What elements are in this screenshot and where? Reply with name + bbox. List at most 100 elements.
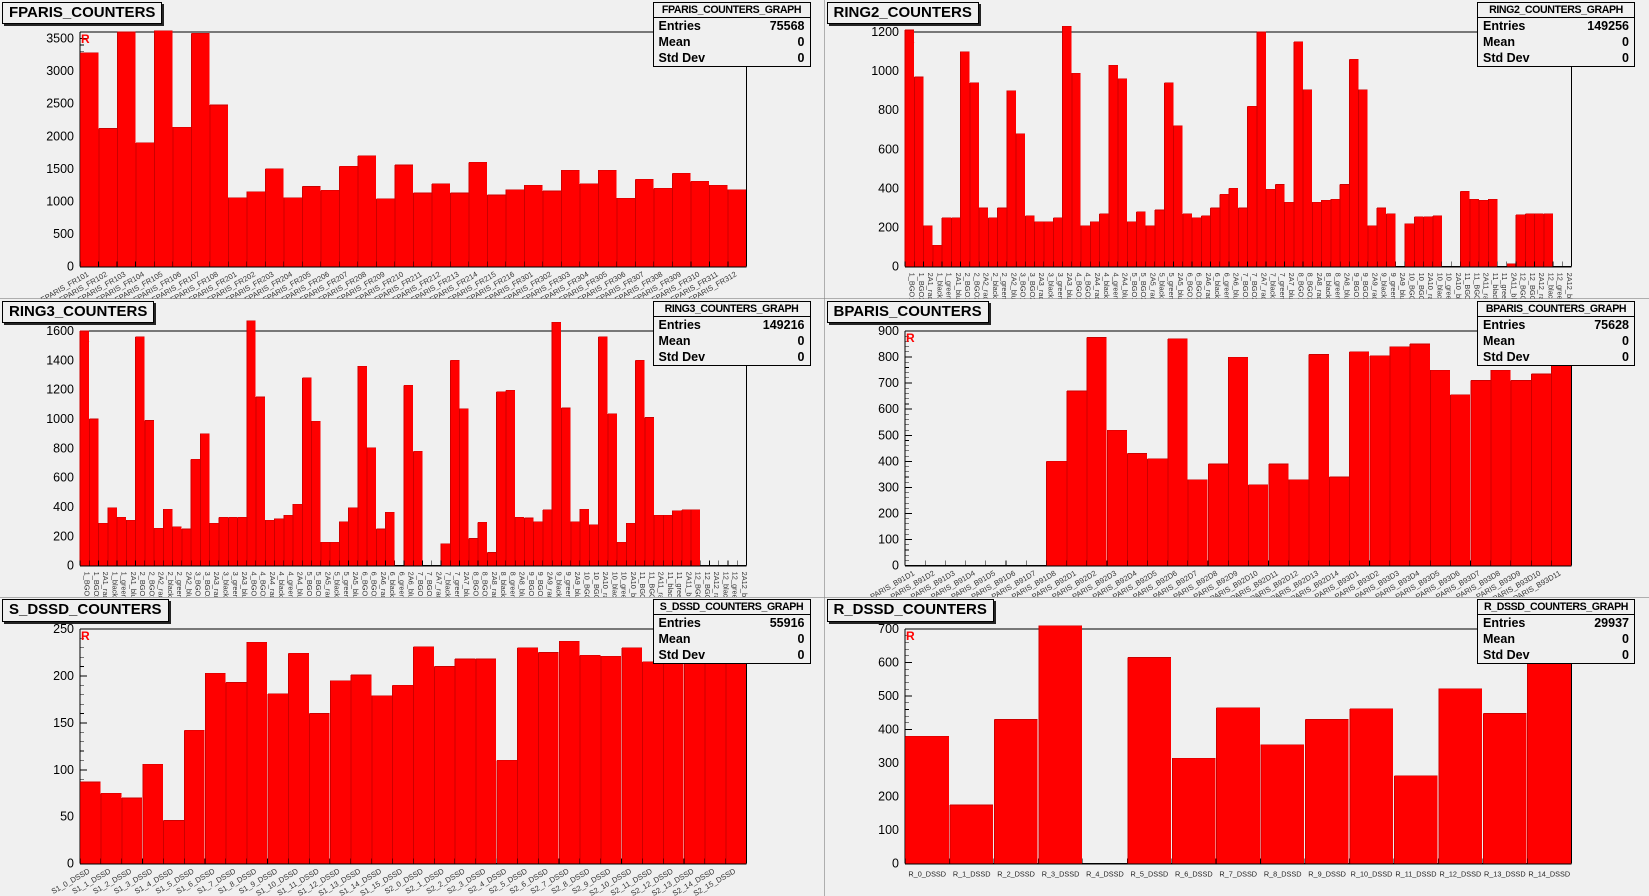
svg-text:1_black: 1_black: [110, 571, 119, 597]
svg-text:2A1_rad: 2A1_rad: [101, 571, 110, 597]
svg-text:2A5_rad: 2A5_rad: [323, 571, 332, 597]
svg-text:600: 600: [878, 402, 899, 416]
svg-text:R_4_DSSD: R_4_DSSD: [1086, 870, 1124, 879]
svg-text:5_BGO1: 5_BGO1: [1129, 273, 1138, 299]
svg-text:8_BGO1: 8_BGO1: [471, 571, 480, 597]
svg-text:100: 100: [878, 532, 899, 546]
svg-text:2A10_blue: 2A10_blue: [1453, 273, 1462, 299]
svg-text:9_BGO1: 9_BGO1: [527, 571, 536, 597]
svg-text:0: 0: [892, 558, 899, 572]
svg-text:4_BGO1: 4_BGO1: [1074, 273, 1083, 299]
svg-text:12_BGO1: 12_BGO1: [1518, 273, 1527, 299]
svg-text:R_7_DSSD: R_7_DSSD: [1219, 870, 1257, 879]
svg-text:3000: 3000: [46, 64, 74, 78]
svg-text:2A9_blue: 2A9_blue: [573, 571, 582, 597]
svg-text:3_black: 3_black: [221, 571, 230, 597]
svg-text:R: R: [906, 32, 915, 46]
svg-text:4_BGO2: 4_BGO2: [259, 571, 268, 597]
svg-text:R: R: [81, 629, 90, 643]
svg-text:R_9_DSSD: R_9_DSSD: [1308, 870, 1346, 879]
svg-text:R_13_DSSD: R_13_DSSD: [1483, 870, 1525, 879]
svg-text:2A12_rad: 2A12_rad: [712, 571, 721, 597]
svg-text:1400: 1400: [46, 353, 74, 367]
svg-text:5_black: 5_black: [1157, 273, 1166, 299]
svg-text:400: 400: [53, 500, 74, 514]
svg-text:7_BGO1: 7_BGO1: [1240, 273, 1249, 299]
svg-text:3_BGO1: 3_BGO1: [1018, 273, 1027, 299]
svg-text:R_12_DSSD: R_12_DSSD: [1439, 870, 1481, 879]
svg-text:R_3_DSSD: R_3_DSSD: [1041, 870, 1079, 879]
svg-text:1_BGO2: 1_BGO2: [92, 571, 101, 597]
svg-text:0: 0: [892, 260, 899, 274]
svg-text:10_green: 10_green: [1444, 273, 1453, 299]
svg-text:0: 0: [67, 558, 74, 572]
svg-text:R_11_DSSD: R_11_DSSD: [1395, 870, 1436, 879]
svg-text:2A3_rad: 2A3_rad: [1037, 273, 1046, 299]
svg-text:250: 250: [53, 622, 74, 636]
svg-text:400: 400: [878, 723, 899, 737]
svg-text:1_green: 1_green: [120, 571, 129, 597]
svg-text:7_black: 7_black: [1268, 273, 1277, 299]
svg-text:2A11_blue: 2A11_blue: [684, 571, 693, 597]
svg-text:200: 200: [53, 529, 74, 543]
svg-text:800: 800: [53, 441, 74, 455]
svg-text:200: 200: [878, 221, 899, 235]
svg-text:9_BGO2: 9_BGO2: [536, 571, 545, 597]
svg-text:400: 400: [878, 181, 899, 195]
svg-text:10_BGO2: 10_BGO2: [1416, 273, 1425, 299]
svg-text:9_green: 9_green: [1388, 273, 1397, 299]
svg-text:9_black: 9_black: [555, 571, 564, 597]
svg-text:8_BGO2: 8_BGO2: [481, 571, 490, 597]
svg-text:6_green: 6_green: [397, 571, 406, 597]
svg-text:7_BGO2: 7_BGO2: [1250, 273, 1259, 299]
svg-text:3_green: 3_green: [1055, 273, 1064, 299]
svg-text:2A10_blue: 2A10_blue: [629, 571, 638, 597]
svg-text:10_BGO1: 10_BGO1: [582, 571, 591, 597]
svg-text:2A10_rad: 2A10_rad: [601, 571, 610, 597]
svg-text:R_14_DSSD: R_14_DSSD: [1528, 870, 1570, 879]
svg-text:1_BGO1: 1_BGO1: [907, 273, 916, 299]
svg-text:11_black: 11_black: [666, 571, 675, 597]
svg-text:10_BGO1: 10_BGO1: [1407, 273, 1416, 299]
svg-text:2A12_blue: 2A12_blue: [740, 571, 749, 597]
svg-text:0: 0: [892, 857, 899, 871]
svg-text:2A9_rad: 2A9_rad: [1370, 273, 1379, 299]
svg-text:2A1_blue: 2A1_blue: [129, 571, 138, 597]
svg-text:2A5_blue: 2A5_blue: [1176, 273, 1185, 299]
svg-text:12_black: 12_black: [721, 571, 730, 597]
svg-text:2_black: 2_black: [166, 571, 175, 597]
svg-text:300: 300: [878, 480, 899, 494]
svg-text:11_BGO1: 11_BGO1: [1463, 273, 1472, 299]
svg-text:10_black: 10_black: [1435, 273, 1444, 299]
svg-text:600: 600: [878, 656, 899, 670]
svg-text:150: 150: [53, 716, 74, 730]
svg-text:11_black: 11_black: [1490, 273, 1499, 299]
svg-text:8_green: 8_green: [508, 571, 517, 597]
svg-text:2A8_blue: 2A8_blue: [518, 571, 527, 597]
svg-text:R_0_DSSD: R_0_DSSD: [908, 870, 946, 879]
svg-text:11_BGO2: 11_BGO2: [1472, 273, 1481, 299]
svg-text:6_BGO1: 6_BGO1: [360, 571, 369, 597]
svg-text:100: 100: [53, 763, 74, 777]
svg-text:2_BGO1: 2_BGO1: [138, 571, 147, 597]
svg-text:6_BGO2: 6_BGO2: [1194, 273, 1203, 299]
svg-text:12_BGO1: 12_BGO1: [694, 571, 703, 597]
svg-text:2A5_rad: 2A5_rad: [1148, 273, 1157, 299]
svg-text:50: 50: [60, 810, 74, 824]
svg-text:2A6_blue: 2A6_blue: [1231, 273, 1240, 299]
svg-text:6_black: 6_black: [1213, 273, 1222, 299]
svg-text:3500: 3500: [46, 32, 74, 46]
svg-text:1200: 1200: [871, 25, 899, 39]
svg-text:R: R: [906, 331, 915, 345]
svg-text:6_green: 6_green: [1222, 273, 1231, 299]
svg-text:3_black: 3_black: [1046, 273, 1055, 299]
svg-text:2A12_blue: 2A12_blue: [1564, 273, 1573, 299]
svg-text:1_BGO2: 1_BGO2: [916, 273, 925, 299]
svg-text:800: 800: [878, 350, 899, 364]
svg-text:1600: 1600: [46, 324, 74, 338]
svg-text:2A4_blue: 2A4_blue: [296, 571, 305, 597]
svg-text:R: R: [81, 32, 90, 46]
svg-text:2_green: 2_green: [175, 571, 184, 597]
svg-text:2A7_blue: 2A7_blue: [1287, 273, 1296, 299]
svg-text:0: 0: [67, 260, 74, 274]
